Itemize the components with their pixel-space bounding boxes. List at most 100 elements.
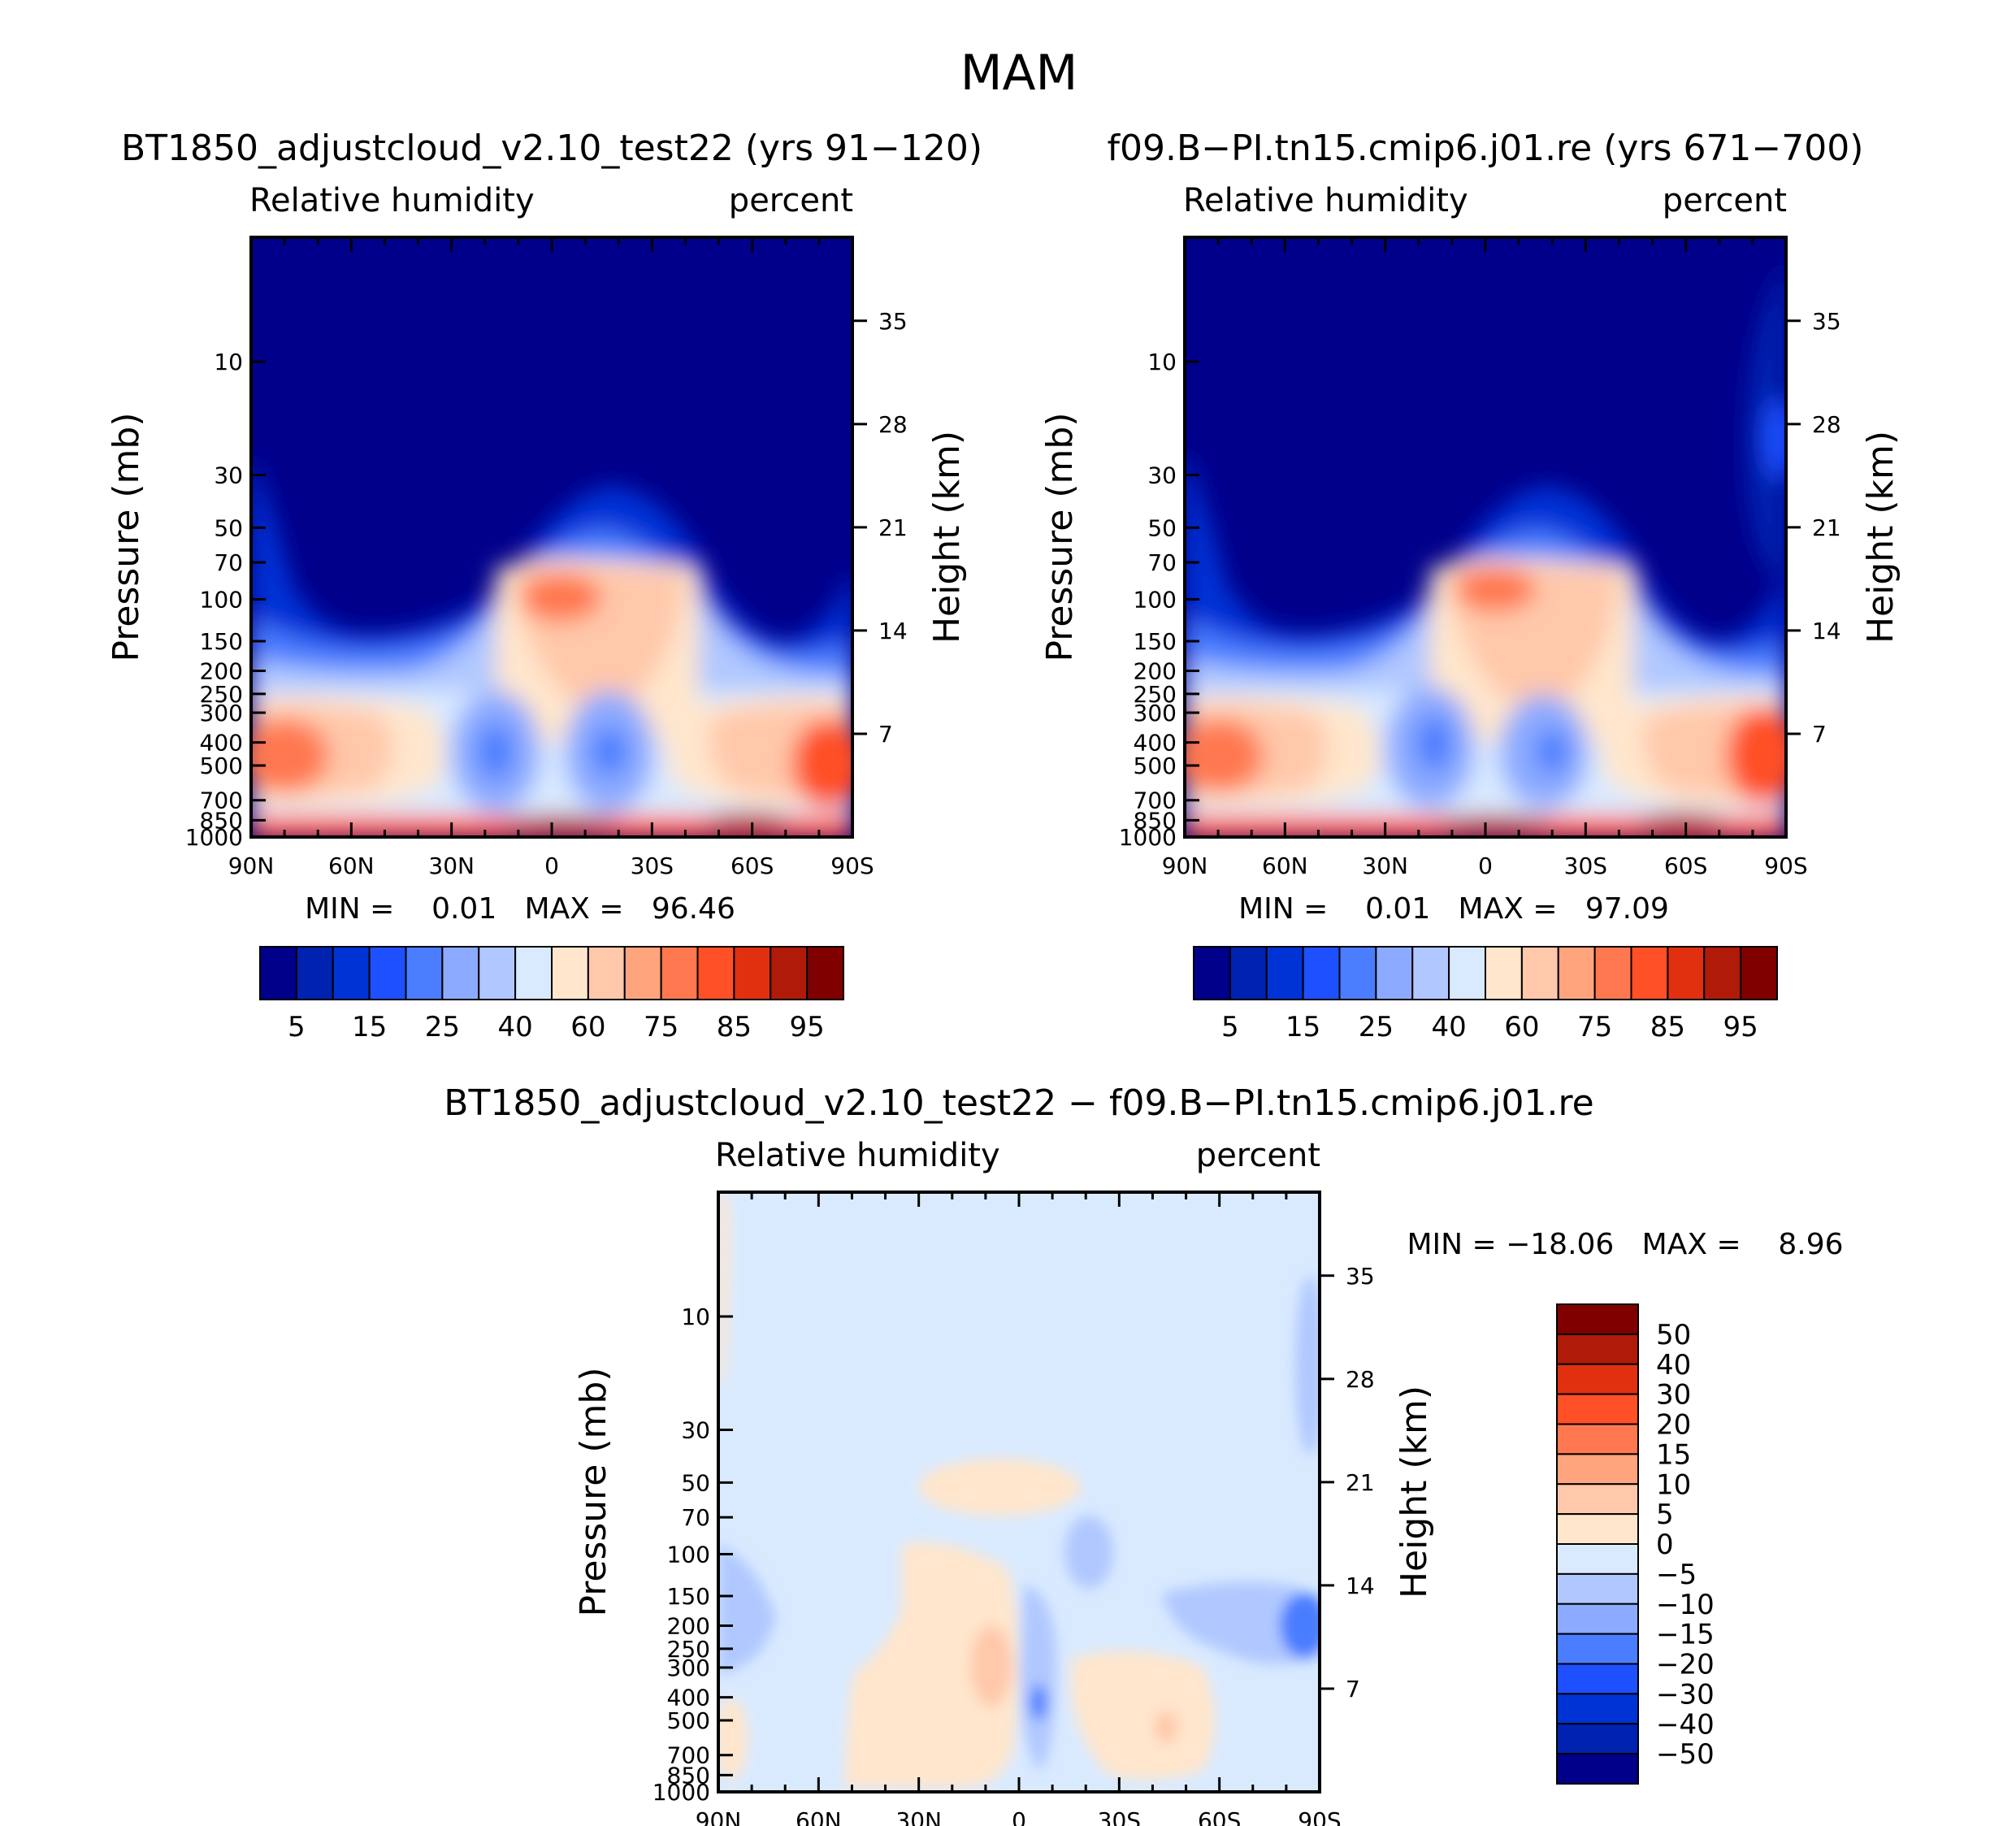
colorbar-label: −20 <box>1656 1649 1715 1681</box>
colorbar-label: 25 <box>425 1011 460 1043</box>
colorbar-swatch <box>1556 1543 1639 1575</box>
y-tick-label: 10 <box>681 1303 710 1330</box>
x-tick-label: 30S <box>1098 1807 1141 1826</box>
colorbar-swatch <box>1556 1393 1639 1425</box>
contour-blob-neg-nh <box>718 1544 776 1674</box>
colorbar-swatch <box>1556 1303 1639 1335</box>
colorbar-swatch <box>1556 1423 1639 1455</box>
colorbar-swatch <box>551 946 589 1000</box>
colorbar-swatch <box>1556 1603 1639 1635</box>
contour-blob-tropics-max <box>520 573 601 622</box>
x-tick-label: 30N <box>895 1807 942 1826</box>
colorbar-swatch <box>1338 946 1377 1000</box>
x-tick-label: 30S <box>631 852 674 879</box>
colorbar-swatch <box>405 946 444 1000</box>
colorbar-label: 20 <box>1656 1409 1691 1442</box>
contour-blob-pos-core-sh <box>1155 1711 1177 1743</box>
colorbar-swatch <box>1556 1513 1639 1545</box>
contour-blob-tropics-max <box>1455 566 1536 612</box>
y-tick-label: 1000 <box>1119 824 1177 851</box>
y-tick-label: 10 <box>214 349 243 375</box>
contour-blob-sh-dry-core <box>1536 729 1568 774</box>
y-tick-label: 150 <box>200 628 243 655</box>
contour-blob-neg-sh-strat <box>1295 1276 1320 1455</box>
colorbar-label: 85 <box>717 1011 752 1043</box>
colorbar-swatch <box>1667 946 1706 1000</box>
colorbar-swatch <box>1556 1663 1639 1695</box>
colorbar-swatch <box>1740 946 1778 1000</box>
colorbar-swatch <box>1556 1633 1639 1665</box>
colorbar-label: 50 <box>1656 1319 1691 1351</box>
panel-1-min-max: MIN = 0.01 MAX = 96.46 <box>305 892 735 926</box>
y-right-tick-label: 7 <box>878 721 893 748</box>
contour-blob-sh-max <box>1727 707 1786 805</box>
y-tick-label: 300 <box>200 700 243 726</box>
contour-blob-nh-dry-core <box>478 723 514 780</box>
field-contours <box>1185 260 1786 837</box>
colorbar-swatch <box>1556 1483 1639 1516</box>
x-tick-label: 90S <box>1298 1807 1341 1826</box>
y-tick-label: 1000 <box>652 1779 710 1806</box>
panel-2-axes: 90N 60N 30N 0 30S 60S 90S103050701001502002503… <box>1119 237 1841 879</box>
contour-blob-sh-dry-core <box>592 727 627 776</box>
panel-3-units-label: percent <box>1196 1137 1320 1174</box>
colorbar-label: −30 <box>1656 1678 1715 1711</box>
colorbar-swatch <box>1520 946 1559 1000</box>
panel-3-axes: 90N 60N 30N 0 30S 60S 90S103050701001502002503… <box>652 1192 1375 1826</box>
colorbar-swatch <box>295 946 334 1000</box>
contour-blob-bl-1 <box>504 815 618 835</box>
panel-3-y-right-axis-label: Height (km) <box>1394 1386 1435 1598</box>
y-tick-label: 850 <box>1134 807 1177 834</box>
x-tick-label: 0 <box>1478 852 1493 879</box>
y-right-tick-label: 28 <box>878 411 908 438</box>
y-right-tick-label: 21 <box>1812 514 1841 541</box>
colorbar-label: 25 <box>1359 1011 1394 1043</box>
y-tick-label: 250 <box>200 681 243 708</box>
figure-title: MAM <box>960 45 1078 102</box>
y-right-tick-label: 35 <box>1346 1263 1375 1290</box>
y-tick-label: 300 <box>667 1655 710 1681</box>
colorbar-label: −10 <box>1656 1589 1715 1621</box>
colorbar-swatch <box>1556 1363 1639 1395</box>
y-tick-label: 200 <box>667 1613 710 1640</box>
y-tick-label: 100 <box>1134 586 1177 613</box>
contour-blob-nh-max <box>251 719 329 792</box>
y-tick-label: 50 <box>1147 514 1177 541</box>
x-tick-label: 60N <box>1262 852 1308 879</box>
panel-1-field <box>251 237 852 837</box>
y-tick-label: 700 <box>1134 787 1177 814</box>
contour-blob-neg-upper <box>1064 1516 1113 1589</box>
contour-blob-neg-equator-core <box>1030 1685 1047 1720</box>
y-tick-label: 100 <box>200 586 243 613</box>
panel-2-field <box>1185 237 1786 837</box>
panel-1-axes: 90N 60N 30N 0 30S 60S 90S103050701001502002503… <box>185 237 908 879</box>
colorbar-swatch <box>1557 946 1596 1000</box>
panel-2-min-max: MIN = 0.01 MAX = 97.09 <box>1238 892 1669 926</box>
y-tick-label: 400 <box>1134 730 1177 757</box>
y-tick-label: 700 <box>200 787 243 814</box>
contour-blob-sh-max <box>792 719 852 809</box>
colorbar-label: 10 <box>1656 1468 1691 1501</box>
x-tick-label: 90S <box>830 852 874 879</box>
panel-3-field <box>718 1192 1320 1792</box>
y-right-tick-label: 21 <box>1346 1469 1375 1496</box>
x-tick-label: 90N <box>228 852 275 879</box>
y-tick-label: 1000 <box>185 824 243 851</box>
x-tick-label: 0 <box>1012 1807 1026 1826</box>
colorbar-label: 75 <box>1577 1011 1612 1043</box>
y-tick-label: 500 <box>200 753 243 779</box>
y-tick-label: 850 <box>200 807 243 834</box>
y-tick-label: 250 <box>667 1636 710 1663</box>
colorbar-label: 40 <box>497 1011 532 1043</box>
colorbar-swatch <box>1485 946 1523 1000</box>
x-tick-label: 30N <box>428 852 475 879</box>
colorbar-swatch <box>1556 1572 1639 1605</box>
x-tick-label: 60S <box>1198 1807 1241 1826</box>
colorbar-swatch <box>1593 946 1632 1000</box>
colorbar-swatch <box>1556 1753 1639 1785</box>
contour-blob-neg-equator <box>1020 1585 1056 1772</box>
field-contours <box>251 455 852 837</box>
field-contours <box>718 1195 1320 1788</box>
colorbar-swatch <box>1265 946 1304 1000</box>
